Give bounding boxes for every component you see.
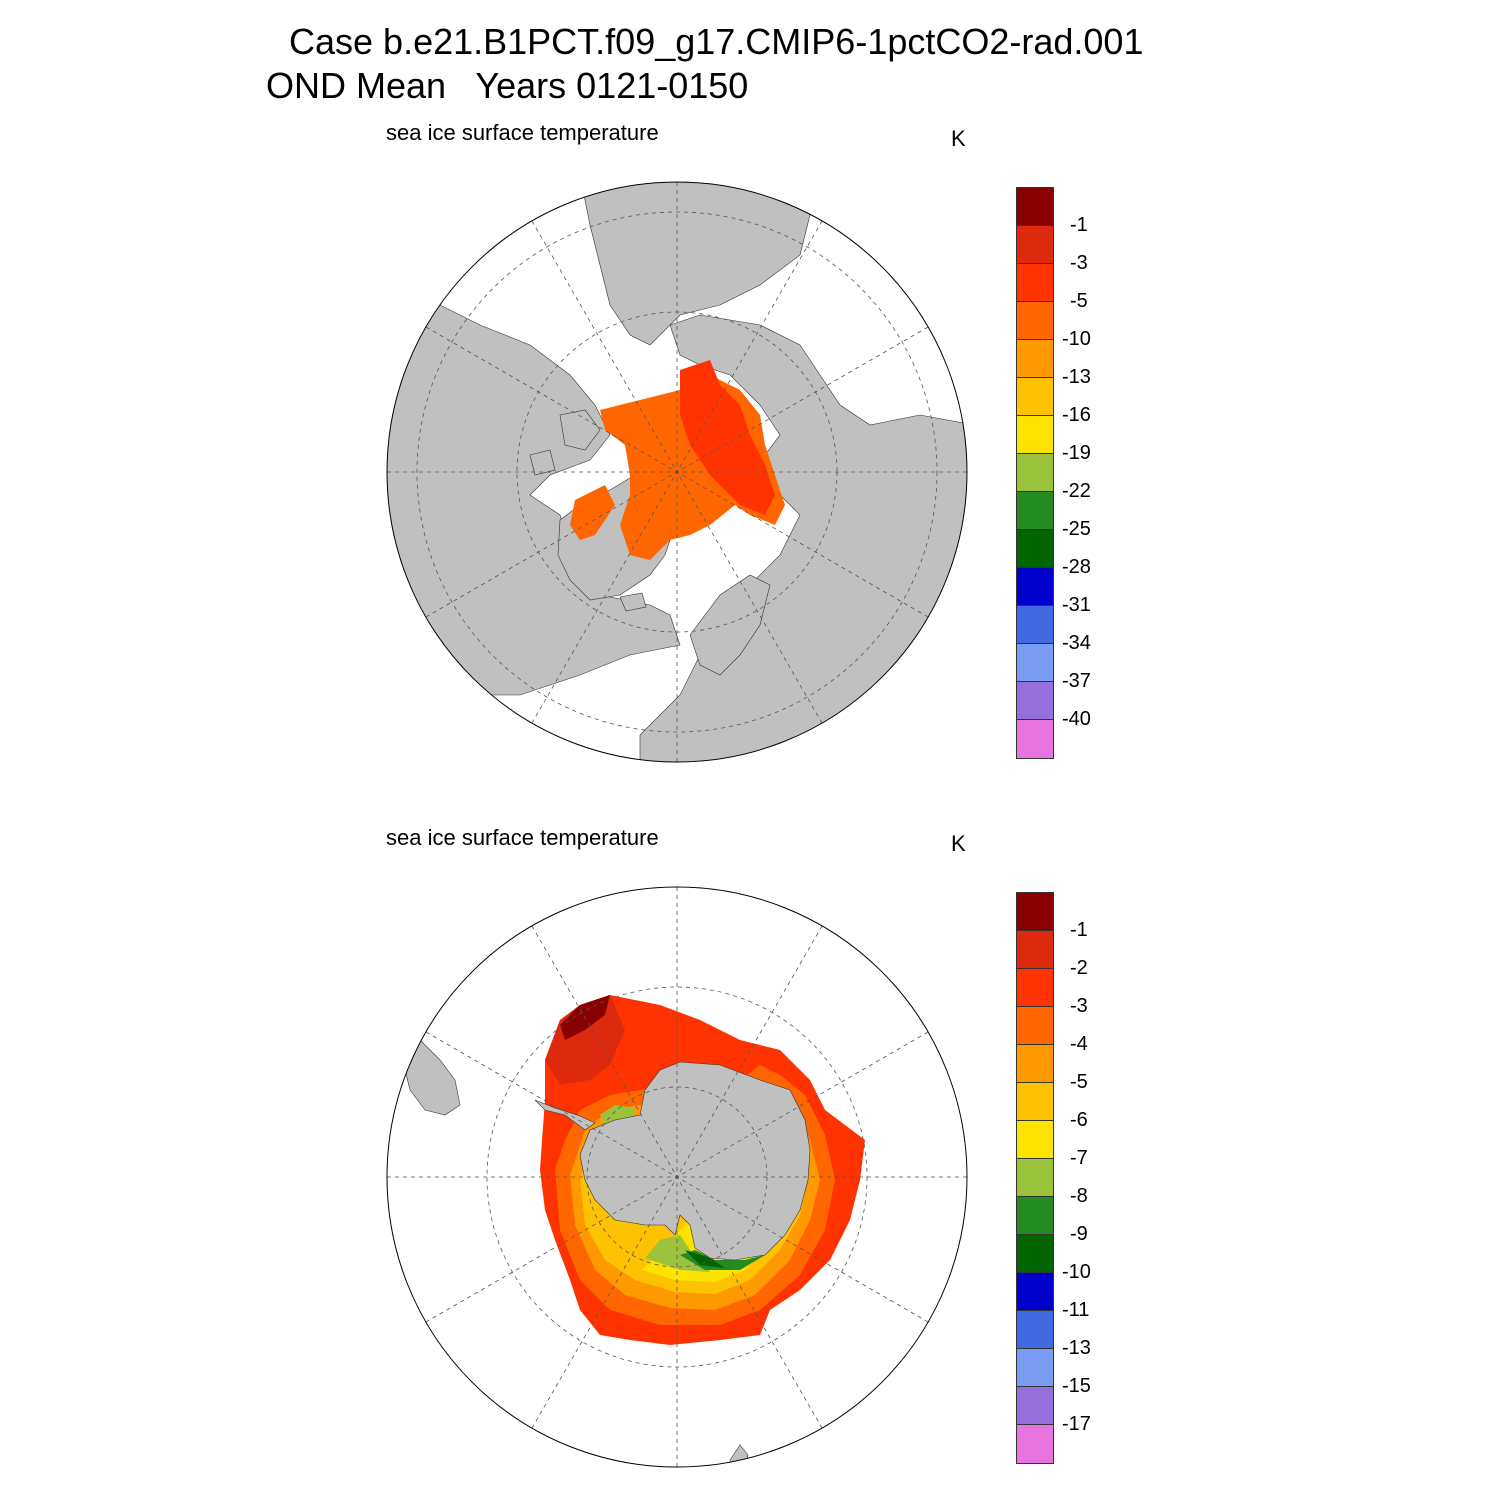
antarctic-colorbar-swatch bbox=[1017, 931, 1053, 969]
arctic-colorbar-label: -1 bbox=[1070, 214, 1088, 236]
arctic-colorbar-label: -10 bbox=[1062, 328, 1091, 350]
antarctic-colorbar-swatch bbox=[1017, 1121, 1053, 1159]
arctic-colorbar bbox=[1016, 187, 1054, 759]
antarctic-colorbar-swatch bbox=[1017, 1007, 1053, 1045]
arctic-colorbar-swatch bbox=[1017, 644, 1053, 682]
sea-ice-band-minus10 bbox=[685, 1250, 725, 1268]
arctic-colorbar-label: -3 bbox=[1070, 252, 1088, 274]
arctic-colorbar-label: -37 bbox=[1062, 670, 1091, 692]
antarctic-colorbar-swatch bbox=[1017, 1273, 1053, 1311]
arctic-colorbar-swatch bbox=[1017, 720, 1053, 758]
antarctic-colorbar-label: -2 bbox=[1070, 957, 1088, 979]
antarctic-colorbar-swatch bbox=[1017, 1045, 1053, 1083]
antarctic-units-label: K bbox=[951, 831, 966, 856]
arctic-colorbar-label: -34 bbox=[1062, 632, 1091, 654]
antarctic-colorbar-label: -4 bbox=[1070, 1033, 1088, 1055]
arctic-sea-ice-warm bbox=[680, 360, 775, 515]
arctic-colorbar-swatch bbox=[1017, 264, 1053, 302]
antarctic-colorbar-swatch bbox=[1017, 1311, 1053, 1349]
arctic-colorbar-swatch bbox=[1017, 340, 1053, 378]
antarctic-colorbar-label: -9 bbox=[1070, 1223, 1088, 1245]
arctic-colorbar-swatch bbox=[1017, 454, 1053, 492]
arctic-colorbar-swatch bbox=[1017, 416, 1053, 454]
antarctic-colorbar-swatch bbox=[1017, 1349, 1053, 1387]
arctic-colorbar-label: -13 bbox=[1062, 366, 1091, 388]
arctic-colorbar-label: -22 bbox=[1062, 480, 1091, 502]
arctic-colorbar-swatch bbox=[1017, 188, 1053, 226]
antarctic-colorbar-swatch bbox=[1017, 1197, 1053, 1235]
arctic-colorbar-swatch bbox=[1017, 302, 1053, 340]
antarctic-colorbar-label: -5 bbox=[1070, 1071, 1088, 1093]
antarctic-colorbar-swatch bbox=[1017, 969, 1053, 1007]
arctic-colorbar-label: -40 bbox=[1062, 708, 1091, 730]
arctic-polar-map bbox=[386, 181, 968, 763]
baffin-bay-sea-ice bbox=[570, 485, 615, 540]
antarctic-colorbar-label: -1 bbox=[1070, 919, 1088, 941]
antarctic-colorbar-label: -3 bbox=[1070, 995, 1088, 1017]
sea-ice-band-minus2 bbox=[545, 995, 625, 1085]
arctic-colorbar-swatch bbox=[1017, 378, 1053, 416]
arctic-landmasses bbox=[387, 182, 967, 762]
scandinavia-land bbox=[689, 574, 771, 676]
figure-title-line1: Case b.e21.B1PCT.f09_g17.CMIP6-1pctCO2-r… bbox=[289, 21, 1144, 62]
antarctic-colorbar-label: -17 bbox=[1062, 1413, 1091, 1435]
arctic-colorbar-label: -25 bbox=[1062, 518, 1091, 540]
arctic-colorbar-label: -5 bbox=[1070, 290, 1088, 312]
antarctic-colorbar-swatch bbox=[1017, 1387, 1053, 1425]
alaska-land bbox=[579, 182, 811, 346]
figure-title-line2: OND Mean Years 0121-0150 bbox=[266, 65, 749, 106]
arctic-graticule bbox=[387, 182, 967, 762]
arctic-colorbar-label: -31 bbox=[1062, 594, 1091, 616]
antarctic-colorbar-swatch bbox=[1017, 893, 1053, 931]
arctic-colorbar-swatch bbox=[1017, 568, 1053, 606]
antarctic-colorbar-label: -6 bbox=[1070, 1109, 1088, 1131]
arctic-colorbar-swatch bbox=[1017, 530, 1053, 568]
arctic-colorbar-swatch bbox=[1017, 226, 1053, 264]
antarctic-colorbar-label: -13 bbox=[1062, 1337, 1091, 1359]
iceland-land bbox=[619, 592, 647, 612]
antarctic-colorbar-label: -11 bbox=[1062, 1299, 1090, 1321]
antarctic-peninsula-land bbox=[534, 1099, 596, 1131]
antarctic-colorbar-swatch bbox=[1017, 1159, 1053, 1197]
arctic-map-border bbox=[386, 181, 968, 763]
arctic-colorbar-swatch bbox=[1017, 492, 1053, 530]
arctic-colorbar-label: -19 bbox=[1062, 442, 1091, 464]
antarctic-graticule bbox=[387, 887, 967, 1467]
arctic-colorbar-swatch bbox=[1017, 606, 1053, 644]
antarctic-polar-map bbox=[386, 886, 968, 1468]
antarctic-colorbar-swatch bbox=[1017, 1425, 1053, 1463]
antarctic-panel: sea ice surface temperature K bbox=[0, 705, 1500, 1468]
arctic-colorbar-label: -16 bbox=[1062, 404, 1091, 426]
antarctic-colorbar-swatch bbox=[1017, 1083, 1053, 1121]
arctic-sea-ice-field bbox=[570, 360, 785, 560]
antarctic-colorbar-label: -8 bbox=[1070, 1185, 1088, 1207]
arctic-colorbar-label: -28 bbox=[1062, 556, 1091, 578]
antarctic-map-border bbox=[386, 886, 968, 1468]
antarctic-colorbar-label: -10 bbox=[1062, 1261, 1091, 1283]
arctic-units-label: K bbox=[951, 126, 966, 151]
antarctic-colorbar-label: -15 bbox=[1062, 1375, 1091, 1397]
arctic-panel: sea ice surface temperature K bbox=[0, 0, 1500, 763]
antarctic-colorbar bbox=[1016, 892, 1054, 1464]
arctic-variable-label: sea ice surface temperature bbox=[386, 120, 659, 145]
antarctica-land bbox=[579, 1061, 811, 1261]
antarctic-variable-label: sea ice surface temperature bbox=[386, 825, 659, 850]
arctic-colorbar-swatch bbox=[1017, 682, 1053, 720]
antarctic-colorbar-swatch bbox=[1017, 1235, 1053, 1273]
antarctic-colorbar-label: -7 bbox=[1070, 1147, 1088, 1169]
south-america-land bbox=[399, 1039, 461, 1116]
canadian-archipelago bbox=[529, 409, 601, 476]
